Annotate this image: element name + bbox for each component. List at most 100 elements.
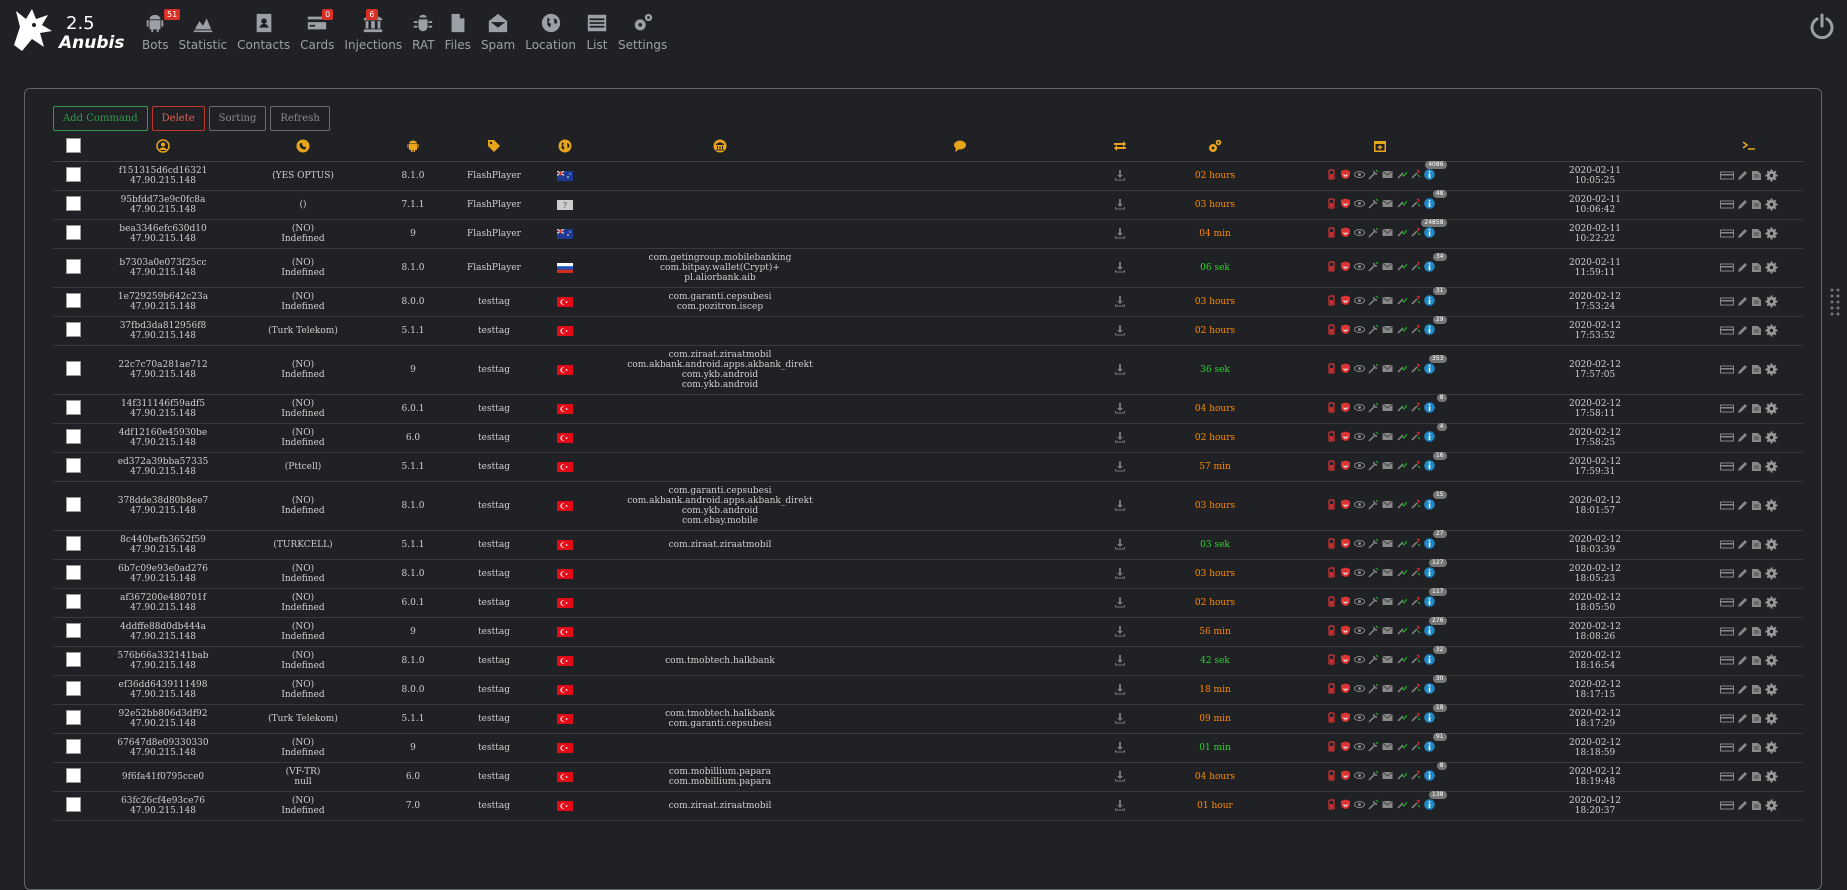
row-checkbox[interactable] (65, 768, 81, 783)
pencil-icon[interactable] (1737, 199, 1748, 210)
info-badge-icon[interactable] (1423, 770, 1435, 781)
info-badge-icon[interactable] (1423, 625, 1435, 636)
table-row[interactable]: 63fc26cf4e93ce76 47.90.215.148 (NO) Indefi… (53, 791, 1803, 821)
file-text-icon[interactable] (1751, 461, 1762, 472)
row-checkbox[interactable] (65, 225, 81, 240)
table-row[interactable]: ed372a39bba57335 47.90.215.148 (Pttcell) … (53, 452, 1803, 482)
card-icon[interactable] (1720, 597, 1734, 608)
table-row[interactable]: 4df12160e45930be 47.90.215.148 (NO) Indefi… (53, 423, 1803, 453)
gear-icon[interactable] (1765, 402, 1778, 415)
bot-id[interactable]: 6b7c09e93e0ad276 (118, 564, 208, 574)
row-checkbox[interactable] (65, 652, 81, 667)
gear-icon[interactable] (1765, 799, 1778, 812)
download-icon[interactable] (1114, 596, 1126, 608)
table-row[interactable]: 92e52bb806d3df92 47.90.215.148 (Turk Tele… (53, 704, 1803, 734)
gear-icon[interactable] (1765, 770, 1778, 783)
pencil-icon[interactable] (1737, 500, 1748, 511)
info-badge-icon[interactable] (1423, 431, 1435, 442)
info-badge-icon[interactable] (1423, 460, 1435, 471)
download-icon[interactable] (1114, 499, 1126, 511)
table-row[interactable]: 378dde38d80b8ee7 47.90.215.148 (NO) Indefi… (53, 481, 1803, 531)
download-icon[interactable] (1114, 770, 1126, 782)
bot-id[interactable]: 9f6fa41f0795cce0 (121, 772, 205, 782)
delete-button[interactable]: Delete (151, 106, 205, 131)
download-icon[interactable] (1114, 227, 1126, 239)
card-icon[interactable] (1720, 296, 1734, 307)
sorting-button[interactable]: Sorting (208, 106, 267, 131)
pencil-icon[interactable] (1737, 325, 1748, 336)
info-badge-icon[interactable] (1423, 227, 1435, 238)
file-text-icon[interactable] (1751, 262, 1762, 273)
nav-files[interactable]: Files (445, 12, 471, 52)
file-text-icon[interactable] (1751, 568, 1762, 579)
table-row[interactable]: f151315d6cd16321 47.90.215.148 (YES OPTUS… (53, 161, 1803, 191)
download-icon[interactable] (1114, 324, 1126, 336)
row-checkbox[interactable] (65, 497, 81, 512)
info-badge-icon[interactable] (1423, 799, 1435, 810)
file-text-icon[interactable] (1751, 713, 1762, 724)
pencil-icon[interactable] (1737, 626, 1748, 637)
pencil-icon[interactable] (1737, 771, 1748, 782)
nav-contacts[interactable]: Contacts (237, 12, 290, 52)
file-text-icon[interactable] (1751, 170, 1762, 181)
info-badge-icon[interactable] (1423, 654, 1435, 665)
drag-handle-icon[interactable] (1829, 287, 1843, 319)
file-text-icon[interactable] (1751, 364, 1762, 375)
file-text-icon[interactable] (1751, 228, 1762, 239)
bot-id[interactable]: 63fc26cf4e93ce76 (121, 796, 205, 806)
card-icon[interactable] (1720, 364, 1734, 375)
bot-id[interactable]: 576b66a332141bab (117, 651, 209, 661)
bot-id[interactable]: 95bfdd73e9c0fc8a (120, 195, 206, 205)
gear-icon[interactable] (1765, 198, 1778, 211)
gear-icon[interactable] (1765, 567, 1778, 580)
row-checkbox[interactable] (65, 681, 81, 696)
pencil-icon[interactable] (1737, 713, 1748, 724)
file-text-icon[interactable] (1751, 771, 1762, 782)
row-checkbox[interactable] (65, 536, 81, 551)
file-text-icon[interactable] (1751, 655, 1762, 666)
bot-id[interactable]: 22c7c70a281ae712 (118, 360, 208, 370)
file-text-icon[interactable] (1751, 296, 1762, 307)
download-icon[interactable] (1114, 402, 1126, 414)
bot-id[interactable]: ef36dd6439111498 (118, 680, 208, 690)
bot-id[interactable]: 4ddffe88d0db444a (120, 622, 206, 632)
table-row[interactable]: ef36dd6439111498 47.90.215.148 (NO) Indefi… (53, 675, 1803, 705)
gear-icon[interactable] (1765, 227, 1778, 240)
nav-rat[interactable]: RAT (412, 12, 435, 52)
row-checkbox[interactable] (65, 167, 81, 182)
table-row[interactable]: 576b66a332141bab 47.90.215.148 (NO) Indefi… (53, 646, 1803, 676)
info-badge-icon[interactable] (1423, 295, 1435, 306)
table-row[interactable]: 22c7c70a281ae712 47.90.215.148 (NO) Indefi… (53, 345, 1803, 395)
row-checkbox[interactable] (65, 797, 81, 812)
row-checkbox[interactable] (65, 739, 81, 754)
file-text-icon[interactable] (1751, 684, 1762, 695)
table-row[interactable]: 8c440befb3652f59 47.90.215.148 (TURKCELL)… (53, 530, 1803, 560)
pencil-icon[interactable] (1737, 684, 1748, 695)
file-text-icon[interactable] (1751, 199, 1762, 210)
table-row[interactable]: 9f6fa41f0795cce0 (VF-TR) null 6.0 testtag… (53, 762, 1803, 792)
download-icon[interactable] (1114, 198, 1126, 210)
refresh-button[interactable]: Refresh (270, 106, 330, 131)
info-badge-icon[interactable] (1423, 261, 1435, 272)
card-icon[interactable] (1720, 713, 1734, 724)
gear-icon[interactable] (1765, 596, 1778, 609)
bot-id[interactable]: ed372a39bba57335 (117, 457, 209, 467)
file-text-icon[interactable] (1751, 432, 1762, 443)
file-text-icon[interactable] (1751, 800, 1762, 811)
table-row[interactable]: 95bfdd73e9c0fc8a 47.90.215.148 () 7.1.1 F… (53, 190, 1803, 220)
pencil-icon[interactable] (1737, 170, 1748, 181)
pencil-icon[interactable] (1737, 800, 1748, 811)
row-checkbox[interactable] (65, 196, 81, 211)
bot-id[interactable]: 37fbd3da812956f8 (119, 321, 207, 331)
file-text-icon[interactable] (1751, 500, 1762, 511)
info-badge-icon[interactable] (1423, 712, 1435, 723)
gear-icon[interactable] (1765, 538, 1778, 551)
download-icon[interactable] (1114, 295, 1126, 307)
gear-icon[interactable] (1765, 169, 1778, 182)
bot-id[interactable]: 378dde38d80b8ee7 (117, 496, 209, 506)
pencil-icon[interactable] (1737, 461, 1748, 472)
bot-id[interactable]: 14f311146f59adf5 (120, 399, 206, 409)
nav-statistic[interactable]: Statistic (179, 12, 227, 52)
bot-id[interactable]: 4df12160e45930be (118, 428, 208, 438)
nav-spam[interactable]: Spam (481, 12, 515, 52)
